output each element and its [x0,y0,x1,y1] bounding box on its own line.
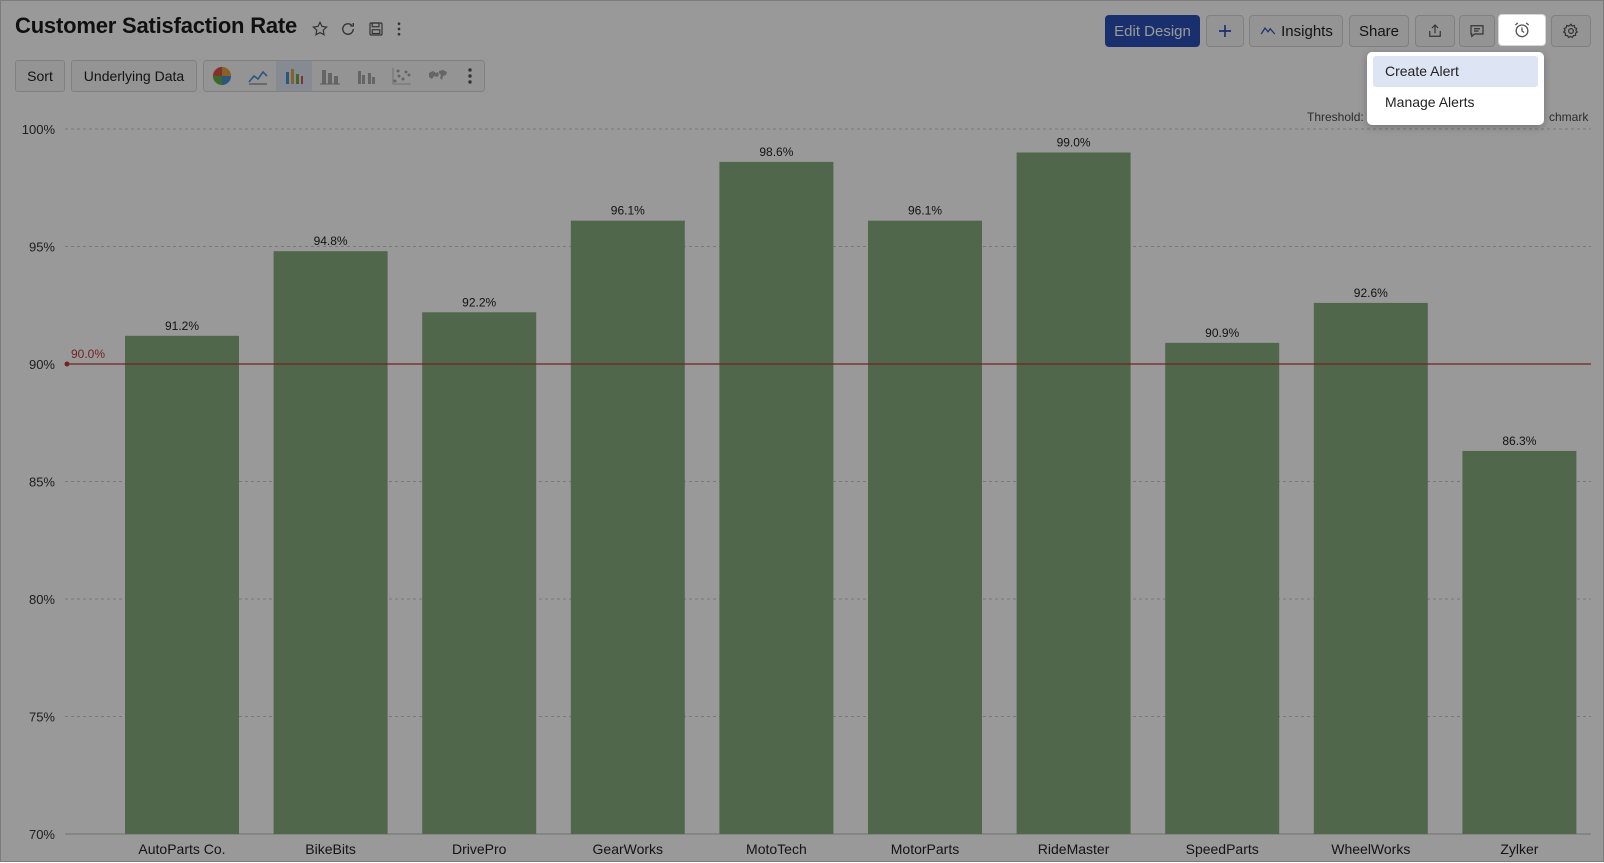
data-label: 98.6% [759,145,793,159]
page-title: Customer Satisfaction Rate [15,13,298,38]
more-vertical-icon[interactable] [393,17,405,41]
x-tick-label: AutoParts Co. [138,841,225,857]
bar[interactable] [422,312,537,834]
data-label: 86.3% [1502,434,1536,448]
threshold-label: 90.0% [71,347,105,361]
bar[interactable] [1313,302,1428,834]
gear-icon [1562,23,1579,39]
x-tick-label: RideMaster [1038,841,1110,857]
sort-button[interactable]: Sort [15,60,65,92]
pie-chart-icon [212,66,232,86]
alerts-button[interactable] [1498,14,1546,46]
refresh-icon[interactable] [337,17,359,41]
settings-button[interactable] [1551,15,1591,47]
stacked-bar-icon [320,70,340,85]
underlying-data-button[interactable]: Underlying Data [71,60,197,92]
bar[interactable] [868,220,982,834]
threshold-legend: Threshold: [1307,110,1364,124]
insights-button[interactable]: Insights [1249,15,1343,47]
add-button[interactable] [1206,15,1244,47]
chart-type-switcher [203,60,485,92]
alerts-dropdown-menu: Create Alert Manage Alerts [1367,52,1544,125]
more-vertical-icon [468,68,472,84]
bar[interactable] [273,251,388,834]
bar[interactable] [125,335,239,834]
chart-type-scatter[interactable] [384,61,420,91]
x-tick-label: SpeedParts [1186,841,1259,857]
y-tick-label: 85% [29,475,55,490]
chart-type-grouped-bar[interactable] [348,61,384,91]
bar[interactable] [719,161,834,834]
edit-design-button[interactable]: Edit Design [1105,15,1200,47]
data-label: 92.2% [462,295,496,309]
export-icon [1429,24,1441,37]
export-button[interactable] [1415,15,1455,47]
share-button[interactable]: Share [1349,15,1409,47]
x-tick-label: WheelWorks [1331,841,1410,857]
y-tick-label: 90% [29,357,55,372]
y-tick-label: 75% [29,710,55,725]
chart-type-pie[interactable] [204,61,240,91]
comment-button[interactable] [1459,15,1495,47]
x-tick-label: MotorParts [891,841,959,857]
data-label: 96.1% [611,204,645,218]
data-label: 94.8% [314,234,348,248]
data-label: 99.0% [1057,136,1091,150]
chart-type-stacked-bar[interactable] [312,61,348,91]
threshold-marker [64,361,70,367]
x-tick-label: Zylker [1500,841,1538,857]
insights-icon [1260,26,1276,35]
chart-type-bar[interactable] [276,61,312,91]
line-chart-icon [248,70,268,85]
insights-label: Insights [1281,22,1333,40]
data-label: 96.1% [908,204,942,218]
grouped-bar-icon [358,71,375,84]
benchmark-legend-label: chmark [1549,110,1589,124]
data-label: 92.6% [1354,286,1388,300]
x-tick-label: DrivePro [452,841,507,857]
y-tick-label: 100% [22,122,56,137]
data-label: 90.9% [1205,326,1239,340]
create-alert-menu-item[interactable]: Create Alert [1373,56,1538,87]
star-icon[interactable] [309,17,331,41]
chart-type-map[interactable] [420,61,456,91]
chart-type-more[interactable] [456,61,484,91]
x-tick-label: GearWorks [593,841,664,857]
x-tick-label: BikeBits [305,841,356,857]
y-tick-label: 95% [29,240,55,255]
scatter-icon [392,68,411,85]
manage-alerts-menu-item[interactable]: Manage Alerts [1385,94,1475,110]
x-tick-label: MotoTech [746,841,807,857]
bar-chart-icon [286,69,303,84]
title-actions [309,17,405,41]
bar[interactable] [570,220,685,834]
bar[interactable] [1462,450,1577,834]
chart-type-line[interactable] [240,61,276,91]
y-tick-label: 80% [29,592,55,607]
y-tick-label: 70% [29,827,55,842]
save-icon[interactable] [365,17,387,41]
comment-icon [1470,25,1484,38]
data-label: 91.2% [165,319,199,333]
bar[interactable] [1165,342,1280,834]
alarm-clock-icon [1514,22,1530,38]
bar[interactable] [1016,152,1131,835]
map-icon [429,70,447,80]
threshold-legend-label: Threshold [1307,110,1361,124]
